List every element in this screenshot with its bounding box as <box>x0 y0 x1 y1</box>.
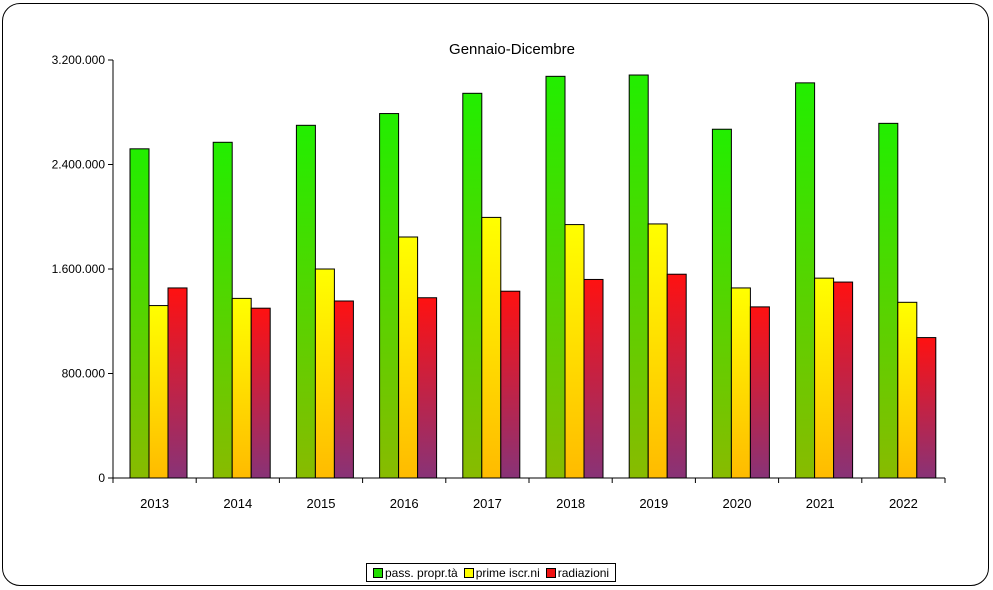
bar-prime-iscrizioni <box>398 236 419 479</box>
bar-radiazioni <box>916 337 937 479</box>
legend-item-pass-proprieta: pass. propr.tà <box>373 566 458 580</box>
legend-swatch-green <box>373 567 383 578</box>
bar-prime-iscrizioni <box>231 297 252 479</box>
bar-prime-iscrizioni <box>814 277 835 479</box>
bar-radiazioni <box>833 281 854 479</box>
y-tick-label: 0 <box>98 471 105 485</box>
bar-radiazioni <box>417 297 438 479</box>
bar-pass-proprieta <box>295 124 316 479</box>
x-tick-label: 2014 <box>223 496 252 511</box>
x-tick-label: 2020 <box>723 496 752 511</box>
bar-pass-proprieta <box>212 141 233 479</box>
x-tick-label: 2017 <box>473 496 502 511</box>
bar-prime-iscrizioni <box>314 268 335 479</box>
bar-prime-iscrizioni <box>148 305 169 479</box>
bar-pass-proprieta <box>628 74 649 479</box>
bar-radiazioni <box>666 273 687 479</box>
chart-title: Gennaio-Dicembre <box>449 41 575 58</box>
x-tick-label: 2015 <box>307 496 336 511</box>
legend-label: pass. propr.tà <box>385 565 458 580</box>
bar-radiazioni <box>749 306 770 479</box>
x-tick-label: 2016 <box>390 496 419 511</box>
chart-legend: pass. propr.tà prime iscr.ni radiazioni <box>366 563 617 582</box>
y-tick-label: 3.200.000 <box>52 53 106 67</box>
x-tick-label: 2021 <box>806 496 835 511</box>
bar-pass-proprieta <box>379 113 400 479</box>
bar-pass-proprieta <box>711 128 732 479</box>
x-tick-label: 2022 <box>889 496 918 511</box>
bar-pass-proprieta <box>129 148 150 479</box>
y-tick-label: 1.600.000 <box>52 262 106 276</box>
legend-label: prime iscr.ni <box>475 565 540 580</box>
bar-pass-proprieta <box>795 82 816 479</box>
x-tick-label: 2018 <box>556 496 585 511</box>
bar-pass-proprieta <box>878 122 899 479</box>
bar-radiazioni <box>583 278 604 479</box>
bar-prime-iscrizioni <box>730 287 751 479</box>
legend-item-radiazioni: radiazioni <box>545 565 610 580</box>
bar-radiazioni <box>333 300 354 479</box>
bar-prime-iscrizioni <box>647 223 668 479</box>
bar-pass-proprieta <box>545 75 566 479</box>
x-tick-label: 2013 <box>140 496 169 511</box>
bar-pass-proprieta <box>462 92 483 479</box>
bar-radiazioni <box>250 307 271 479</box>
bar-prime-iscrizioni <box>481 216 502 479</box>
legend-swatch-red <box>545 567 556 578</box>
bar-radiazioni <box>167 287 188 479</box>
bar-radiazioni <box>500 290 521 479</box>
y-tick-label: 2.400.000 <box>52 158 106 172</box>
y-tick-label: 800.000 <box>62 367 106 381</box>
legend-swatch-yellow <box>463 567 474 578</box>
bar-prime-iscrizioni <box>897 301 918 479</box>
x-tick-label: 2019 <box>639 496 668 511</box>
bar-prime-iscrizioni <box>564 224 585 479</box>
legend-label: radiazioni <box>557 565 610 580</box>
legend-item-prime-iscrizioni: prime iscr.ni <box>463 565 540 580</box>
